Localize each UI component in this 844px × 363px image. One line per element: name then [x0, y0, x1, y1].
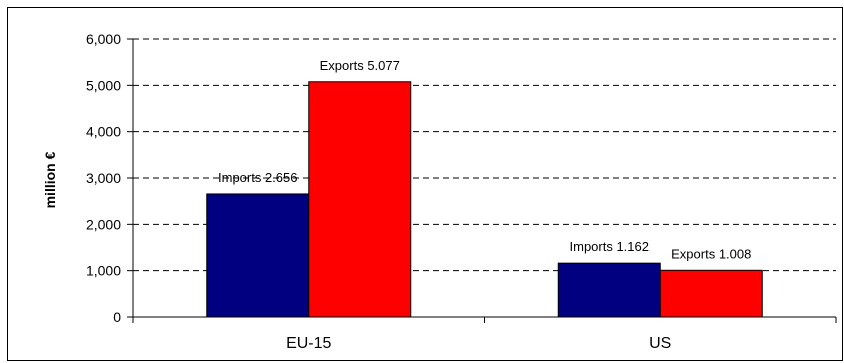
y-tick-label: 6,000 [86, 31, 121, 47]
y-tick-label: 4,000 [86, 124, 121, 140]
y-tick-label: 2,000 [86, 216, 121, 232]
bar-imports-eu-15 [206, 193, 310, 318]
x-category-label: EU-15 [286, 335, 331, 352]
bars [206, 81, 763, 318]
data-label: Exports 1.008 [671, 246, 751, 261]
y-tick-label: 5,000 [86, 77, 121, 93]
y-tick-label: 1,000 [86, 263, 121, 279]
y-tick-label: 0 [113, 309, 121, 325]
bar-exports-eu-15 [308, 81, 412, 318]
bar-imports-us [557, 262, 661, 318]
data-label: Imports 2.656 [218, 170, 298, 185]
bar-exports-us [659, 269, 763, 318]
data-label: Imports 1.162 [570, 239, 650, 254]
y-tick-label: 3,000 [86, 170, 121, 186]
data-label: Exports 5.077 [320, 58, 400, 73]
labels: Imports 2.656 Exports 5.077 EU-15 Imports 1… [218, 58, 751, 352]
y-axis-label: million € [42, 151, 58, 208]
axes: 0 1,000 2,000 3,000 4,000 5,000 6,000 [86, 31, 837, 325]
x-category-label: US [649, 335, 671, 352]
